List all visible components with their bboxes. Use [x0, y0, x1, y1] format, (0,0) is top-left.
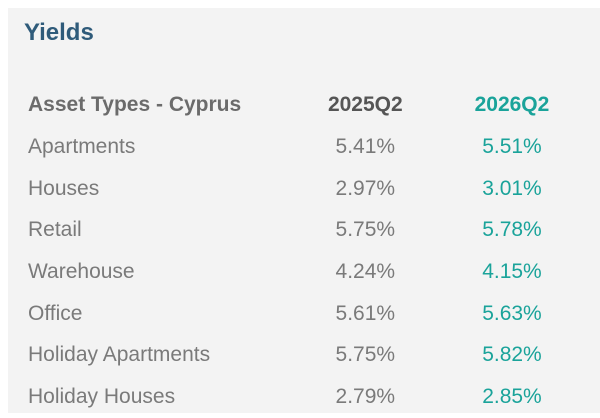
row-label: Holiday Houses: [28, 384, 176, 408]
row-label: Apartments: [28, 134, 136, 158]
row-label: Warehouse: [28, 259, 135, 283]
row-value-2026q2: 5.78%: [482, 218, 542, 242]
row-value-2025q2: 4.24%: [335, 259, 396, 283]
yields-table: Asset Types - Cyprus 2025Q2 2026Q2 Apart…: [28, 84, 600, 418]
row-label: Holiday Apartments: [28, 343, 211, 367]
table-row: Holiday Houses 2.79% 2.85%: [28, 376, 600, 418]
row-value-2026q2: 3.01%: [482, 176, 542, 200]
row-value-2025q2: 5.75%: [335, 218, 396, 242]
header-2026q2: 2026Q2: [474, 93, 550, 116]
row-value-2025q2: 5.61%: [335, 301, 396, 325]
yields-panel: Yields Asset Types - Cyprus 2025Q2 2026Q…: [8, 8, 600, 413]
row-label: Office: [28, 301, 83, 325]
row-value-2026q2: 4.15%: [482, 259, 542, 283]
table-row: Office 5.61% 5.63%: [28, 293, 600, 335]
row-value-2026q2: 5.82%: [482, 343, 542, 367]
row-value-2025q2: 5.75%: [335, 343, 396, 367]
table-row: Holiday Apartments 5.75% 5.82%: [28, 334, 600, 376]
row-value-2025q2: 2.79%: [335, 384, 396, 408]
row-value-2026q2: 5.63%: [482, 301, 542, 325]
table-row: Houses 2.97% 3.01%: [28, 168, 600, 210]
table-header-row: Asset Types - Cyprus 2025Q2 2026Q2: [28, 84, 600, 126]
header-asset-types: Asset Types - Cyprus: [28, 93, 242, 116]
row-value-2026q2: 5.51%: [482, 134, 542, 158]
table-row: Apartments 5.41% 5.51%: [28, 126, 600, 168]
row-value-2025q2: 5.41%: [335, 134, 396, 158]
row-value-2026q2: 2.85%: [482, 384, 542, 408]
header-2025q2: 2025Q2: [327, 93, 403, 116]
row-label: Retail: [28, 218, 82, 242]
row-value-2025q2: 2.97%: [335, 176, 396, 200]
table-row: Retail 5.75% 5.78%: [28, 209, 600, 251]
panel-title: Yields: [24, 19, 94, 46]
row-label: Houses: [28, 176, 100, 200]
table-row: Warehouse 4.24% 4.15%: [28, 251, 600, 293]
